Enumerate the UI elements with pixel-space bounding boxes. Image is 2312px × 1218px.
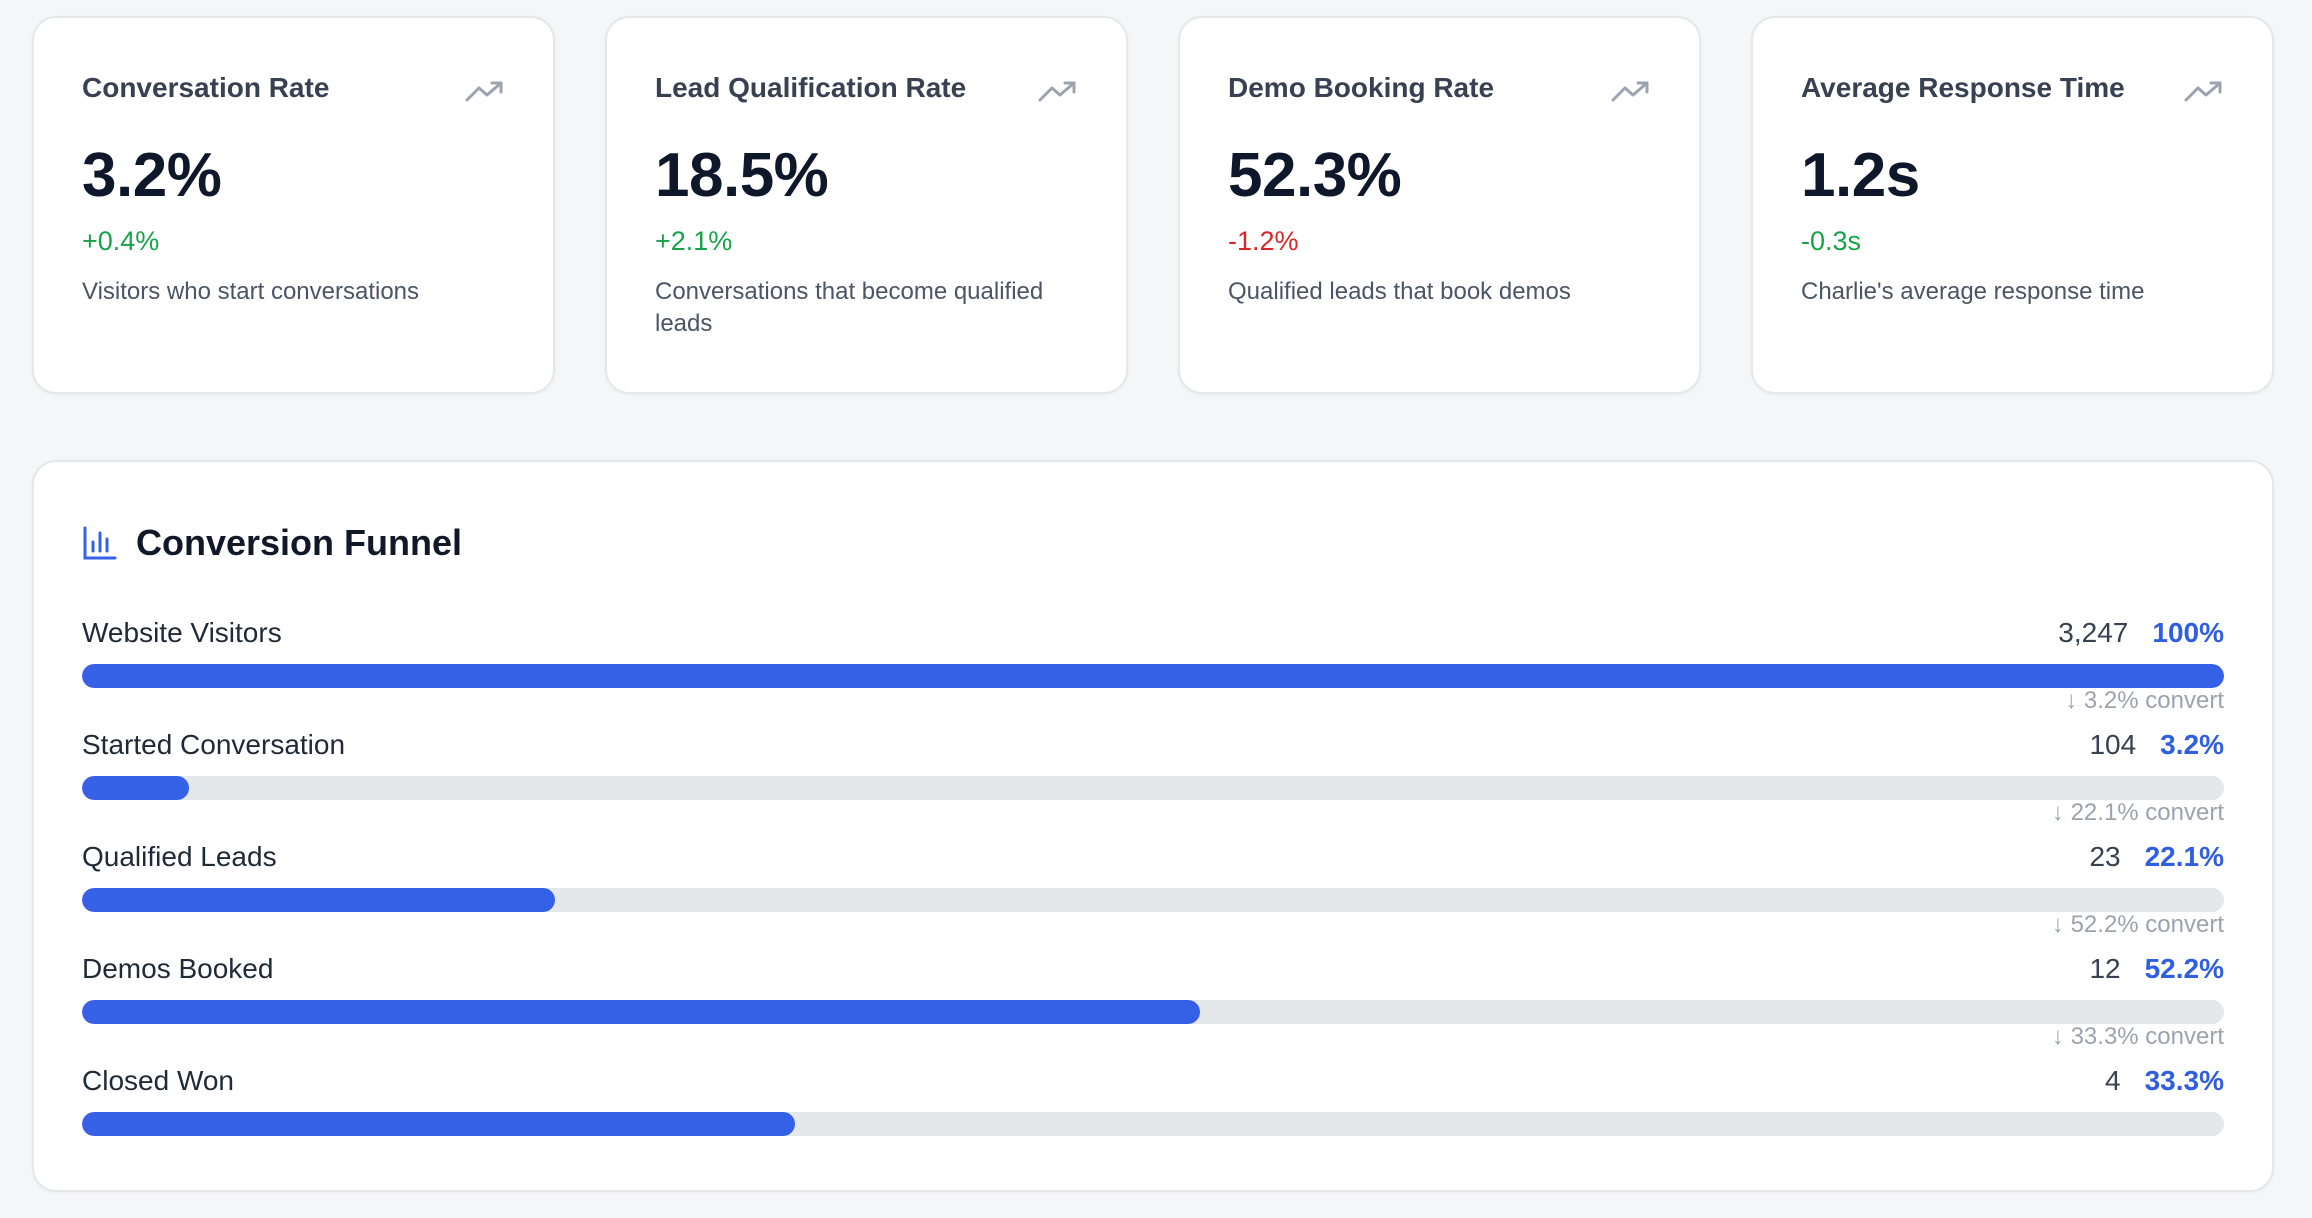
stage-label: Qualified Leads [82, 841, 277, 872]
stage-percent: 22.1% [2144, 841, 2224, 872]
stage-count: 23 [2089, 841, 2121, 872]
stage-progress-track [82, 776, 2224, 800]
metric-description: Visitors who start conversations [82, 278, 420, 305]
stage-progress-track [82, 888, 2224, 912]
stage-progress-fill [82, 888, 556, 912]
metric-value: 1.2s [1801, 141, 1920, 210]
stage-progress-fill [82, 776, 190, 800]
metric-value: 52.3% [1228, 141, 1402, 210]
stage-progress-fill [82, 1000, 1201, 1024]
metric-description: Conversations that become qualified lead… [655, 278, 1044, 337]
trending-up-icon [2184, 81, 2222, 102]
stage-convert-rate: ↓ 52.2% convert [2051, 911, 2224, 938]
metric-description: Qualified leads that book demos [1228, 278, 1571, 305]
funnel-stage-qualified-leads: Qualified Leads 23 22.1% ↓ 52.2% convert [82, 838, 2224, 938]
metric-delta: -0.3s [1801, 226, 1862, 256]
metric-title: Conversation Rate [82, 72, 330, 103]
funnel-stage-started-conversation: Started Conversation 104 3.2% ↓ 22.1% co… [82, 726, 2224, 826]
stage-percent: 33.3% [2144, 1065, 2224, 1096]
stage-percent: 52.2% [2144, 953, 2224, 984]
metric-delta: +2.1% [655, 226, 733, 256]
stage-progress-fill [82, 1112, 796, 1136]
metric-description: Charlie's average response time [1801, 278, 2145, 305]
metric-title: Lead Qualification Rate [655, 72, 967, 103]
stage-count: 12 [2089, 953, 2121, 984]
stage-percent: 3.2% [2160, 729, 2224, 760]
stage-stats: 3,247 100% [2058, 614, 2224, 652]
stage-progress-fill [82, 664, 2224, 688]
metric-value: 3.2% [82, 141, 222, 210]
stage-convert-rate: ↓ 3.2% convert [2065, 687, 2224, 714]
metric-title: Demo Booking Rate [1228, 72, 1495, 103]
metrics-row: Conversation Rate 3.2% +0.4% Visitors wh… [32, 16, 2274, 394]
conversion-funnel-panel: Conversion Funnel Website Visitors 3,247… [32, 460, 2274, 1192]
stage-stats: 23 22.1% [2089, 838, 2224, 876]
metric-title: Average Response Time [1801, 72, 2125, 103]
funnel-stage-website-visitors: Website Visitors 3,247 100% ↓ 3.2% conve… [82, 614, 2224, 714]
stage-count: 4 [2105, 1065, 2121, 1096]
funnel-stage-demos-booked: Demos Booked 12 52.2% ↓ 33.3% convert [82, 950, 2224, 1050]
metric-delta: -1.2% [1228, 226, 1299, 256]
funnel-stage-closed-won: Closed Won 4 33.3% [82, 1062, 2224, 1142]
metric-card-conversation-rate: Conversation Rate 3.2% +0.4% Visitors wh… [32, 16, 555, 394]
metric-value: 18.5% [655, 141, 829, 210]
stage-progress-track [82, 1112, 2224, 1136]
bar-chart-icon [83, 526, 117, 560]
stage-label: Website Visitors [82, 617, 282, 648]
stage-stats: 4 33.3% [2105, 1062, 2224, 1100]
funnel-header: Conversion Funnel [82, 518, 462, 568]
trending-up-icon [465, 81, 503, 102]
stage-label: Demos Booked [82, 953, 274, 984]
stage-progress-track [82, 664, 2224, 688]
stage-count: 104 [2089, 729, 2137, 760]
metric-delta: +0.4% [82, 226, 160, 256]
stage-count: 3,247 [2058, 617, 2129, 648]
stage-percent: 100% [2152, 617, 2224, 648]
metric-card-demo-booking-rate: Demo Booking Rate 52.3% -1.2% Qualified … [1178, 16, 1701, 394]
metric-card-lead-qualification-rate: Lead Qualification Rate 18.5% +2.1% Conv… [605, 16, 1128, 394]
stage-label: Started Conversation [82, 729, 346, 760]
metric-card-average-response-time: Average Response Time 1.2s -0.3s Charlie… [1751, 16, 2274, 394]
trending-up-icon [1611, 81, 1649, 102]
trending-up-icon [1038, 81, 1076, 102]
stage-stats: 104 3.2% [2089, 726, 2224, 764]
stage-progress-track [82, 1000, 2224, 1024]
funnel-title: Conversion Funnel [136, 522, 463, 563]
stage-convert-rate: ↓ 22.1% convert [2051, 799, 2224, 826]
stage-convert-rate: ↓ 33.3% convert [2051, 1023, 2224, 1050]
stage-stats: 12 52.2% [2089, 950, 2224, 988]
stage-label: Closed Won [82, 1065, 235, 1096]
